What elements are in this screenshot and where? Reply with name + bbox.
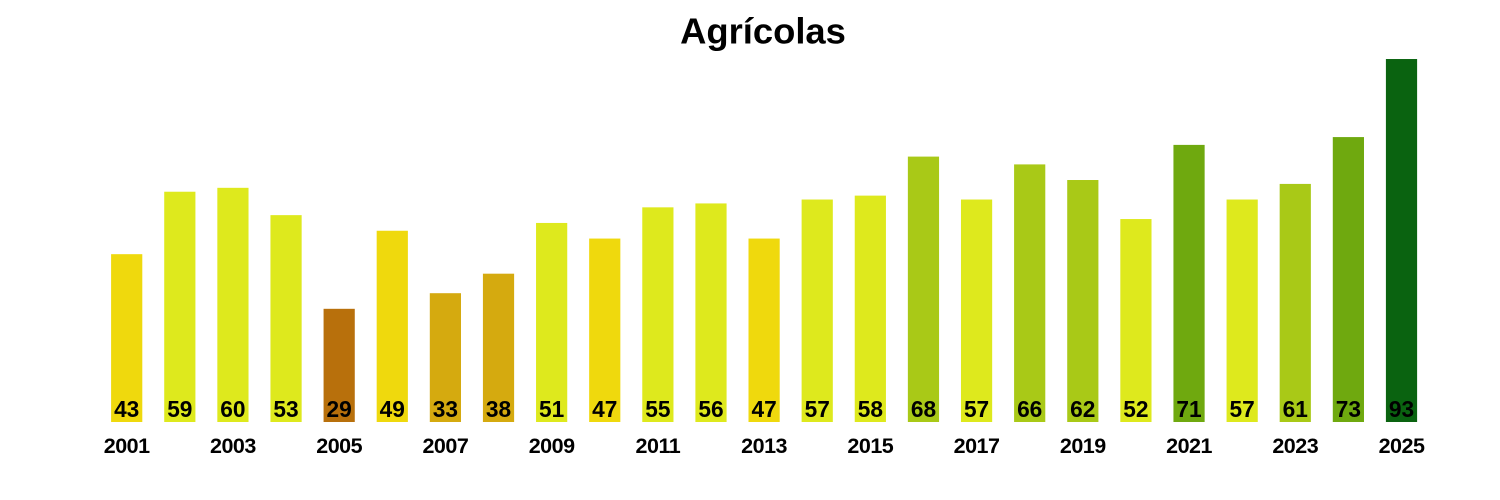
svg-text:2011: 2011	[636, 434, 681, 458]
svg-text:2023: 2023	[1272, 434, 1318, 458]
svg-text:47: 47	[592, 396, 617, 422]
svg-text:47: 47	[751, 396, 776, 422]
svg-text:56: 56	[698, 396, 723, 422]
svg-text:66: 66	[1017, 396, 1042, 422]
svg-text:73: 73	[1336, 396, 1361, 422]
svg-text:Agrícolas: Agrícolas	[680, 10, 846, 51]
svg-text:43: 43	[114, 396, 139, 422]
svg-text:93: 93	[1389, 396, 1414, 422]
svg-text:57: 57	[1230, 396, 1255, 422]
svg-text:57: 57	[805, 396, 830, 422]
svg-text:55: 55	[645, 396, 670, 422]
svg-text:2001: 2001	[104, 434, 150, 458]
svg-text:59: 59	[167, 396, 192, 422]
svg-text:33: 33	[433, 396, 458, 422]
svg-text:71: 71	[1176, 396, 1201, 422]
svg-text:57: 57	[964, 396, 989, 422]
svg-text:49: 49	[380, 396, 405, 422]
svg-text:53: 53	[273, 396, 298, 422]
svg-text:68: 68	[911, 396, 936, 422]
svg-text:2019: 2019	[1060, 434, 1106, 458]
svg-text:62: 62	[1070, 396, 1095, 422]
svg-text:2021: 2021	[1166, 434, 1212, 458]
svg-text:2017: 2017	[954, 434, 1000, 458]
svg-text:60: 60	[220, 396, 245, 422]
svg-text:2009: 2009	[529, 434, 575, 458]
svg-text:38: 38	[486, 396, 511, 422]
svg-text:51: 51	[539, 396, 564, 422]
svg-text:2005: 2005	[316, 434, 362, 458]
svg-text:58: 58	[858, 396, 883, 422]
svg-text:2015: 2015	[847, 434, 893, 458]
svg-text:2003: 2003	[210, 434, 256, 458]
svg-text:2025: 2025	[1379, 434, 1425, 458]
svg-text:61: 61	[1283, 396, 1308, 422]
svg-text:2013: 2013	[741, 434, 787, 458]
svg-text:52: 52	[1123, 396, 1148, 422]
svg-text:29: 29	[327, 396, 352, 422]
svg-text:2007: 2007	[422, 434, 468, 458]
